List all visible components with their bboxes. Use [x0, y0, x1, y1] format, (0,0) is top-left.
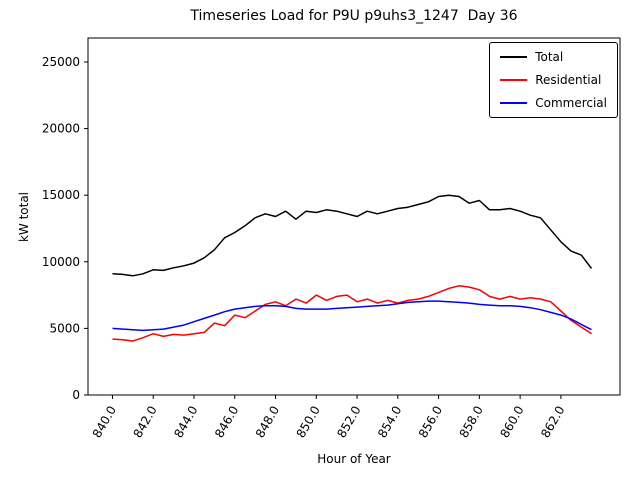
- x-tick-label: 854.0: [375, 404, 404, 441]
- legend-item-commercial: Commercial: [500, 96, 607, 110]
- legend-item-residential: Residential: [500, 73, 607, 87]
- legend-item-total: Total: [500, 50, 607, 64]
- x-axis-label: Hour of Year: [317, 452, 391, 466]
- chart-title: Timeseries Load for P9U p9uhs3_1247 Day …: [190, 8, 518, 24]
- series-line-commercial: [112, 300, 592, 332]
- x-tick-label: 844.0: [171, 404, 200, 441]
- legend-label-total: Total: [535, 50, 564, 64]
- y-tick-label: 10000: [42, 255, 80, 269]
- y-tick-label: 0: [72, 388, 80, 402]
- x-tick-label: 852.0: [334, 404, 363, 441]
- legend-line-residential: [500, 79, 528, 81]
- legend-label-commercial: Commercial: [535, 96, 607, 110]
- series-line-residential: [112, 285, 592, 342]
- legend: Total Residential Commercial: [489, 42, 618, 118]
- x-tick-label: 856.0: [416, 404, 445, 441]
- legend-line-commercial: [500, 102, 528, 104]
- x-tick-label: 846.0: [212, 404, 241, 441]
- y-tick-label: 20000: [42, 122, 80, 136]
- x-tick-label: 848.0: [253, 404, 282, 441]
- x-tick-label: 842.0: [131, 404, 160, 441]
- x-tick-label: 850.0: [294, 404, 323, 441]
- x-tick-label: 860.0: [497, 404, 526, 441]
- y-axis-label: kW total: [17, 191, 31, 243]
- x-tick-label: 840.0: [90, 404, 119, 441]
- x-tick-label: 858.0: [457, 404, 486, 441]
- y-tick-label: 25000: [42, 55, 80, 69]
- x-tick-label: 862.0: [538, 404, 567, 441]
- legend-line-total: [500, 56, 528, 58]
- legend-label-residential: Residential: [535, 73, 602, 87]
- series-line-total: [112, 194, 593, 277]
- plot-border: [87, 37, 621, 396]
- y-tick-label: 5000: [49, 321, 80, 335]
- y-tick-label: 15000: [42, 188, 80, 202]
